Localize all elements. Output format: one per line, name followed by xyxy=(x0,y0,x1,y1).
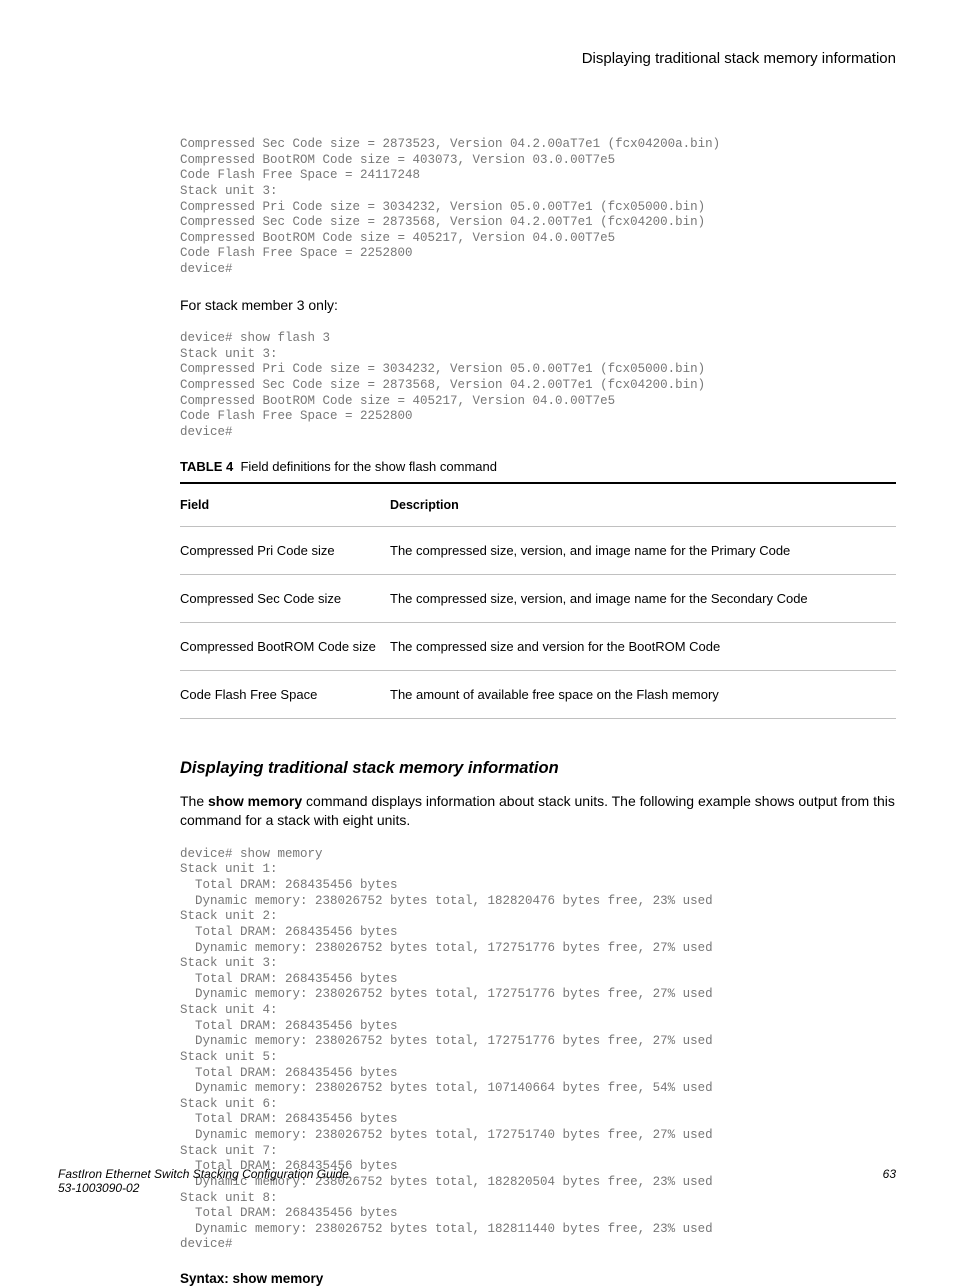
table-cell-desc: The compressed size and version for the … xyxy=(390,622,896,670)
table-caption: TABLE 4 Field definitions for the show f… xyxy=(180,459,896,474)
para-bold-command: show memory xyxy=(208,793,302,809)
table-row: Compressed Sec Code size The compressed … xyxy=(180,574,896,622)
table-cell-field: Compressed Pri Code size xyxy=(180,526,390,574)
footer-page-number: 63 xyxy=(883,1167,896,1195)
table-cell-field: Code Flash Free Space xyxy=(180,670,390,718)
table-row: Compressed BootROM Code size The compres… xyxy=(180,622,896,670)
table-row: Compressed Pri Code size The compressed … xyxy=(180,526,896,574)
footer-left: FastIron Ethernet Switch Stacking Config… xyxy=(58,1167,349,1195)
table-cell-field: Compressed BootROM Code size xyxy=(180,622,390,670)
footer-doc-number: 53-1003090-02 xyxy=(58,1181,349,1195)
table-row: Code Flash Free Space The amount of avai… xyxy=(180,670,896,718)
table-header-row: Field Description xyxy=(180,483,896,527)
table-cell-field: Compressed Sec Code size xyxy=(180,574,390,622)
running-header: Displaying traditional stack memory info… xyxy=(180,50,896,67)
table-caption-label: TABLE 4 xyxy=(180,459,233,474)
para-stack-member-3: For stack member 3 only: xyxy=(180,296,896,316)
page-footer: FastIron Ethernet Switch Stacking Config… xyxy=(58,1167,896,1195)
table-cell-desc: The compressed size, version, and image … xyxy=(390,574,896,622)
code-block-flash-3-output: device# show flash 3 Stack unit 3: Compr… xyxy=(180,331,896,440)
para-show-memory-intro: The show memory command displays informa… xyxy=(180,792,896,831)
syntax-show-memory: Syntax: show memory xyxy=(180,1271,896,1286)
table-cell-desc: The compressed size, version, and image … xyxy=(390,526,896,574)
footer-doc-title: FastIron Ethernet Switch Stacking Config… xyxy=(58,1167,349,1181)
para-pre: The xyxy=(180,793,208,809)
table-cell-desc: The amount of available free space on th… xyxy=(390,670,896,718)
table-caption-text: Field definitions for the show flash com… xyxy=(240,459,497,474)
field-definitions-table: Field Description Compressed Pri Code si… xyxy=(180,482,896,719)
code-block-flash-output: Compressed Sec Code size = 2873523, Vers… xyxy=(180,137,896,278)
section-heading-memory: Displaying traditional stack memory info… xyxy=(180,759,896,778)
table-header-field: Field xyxy=(180,483,390,527)
table-header-desc: Description xyxy=(390,483,896,527)
